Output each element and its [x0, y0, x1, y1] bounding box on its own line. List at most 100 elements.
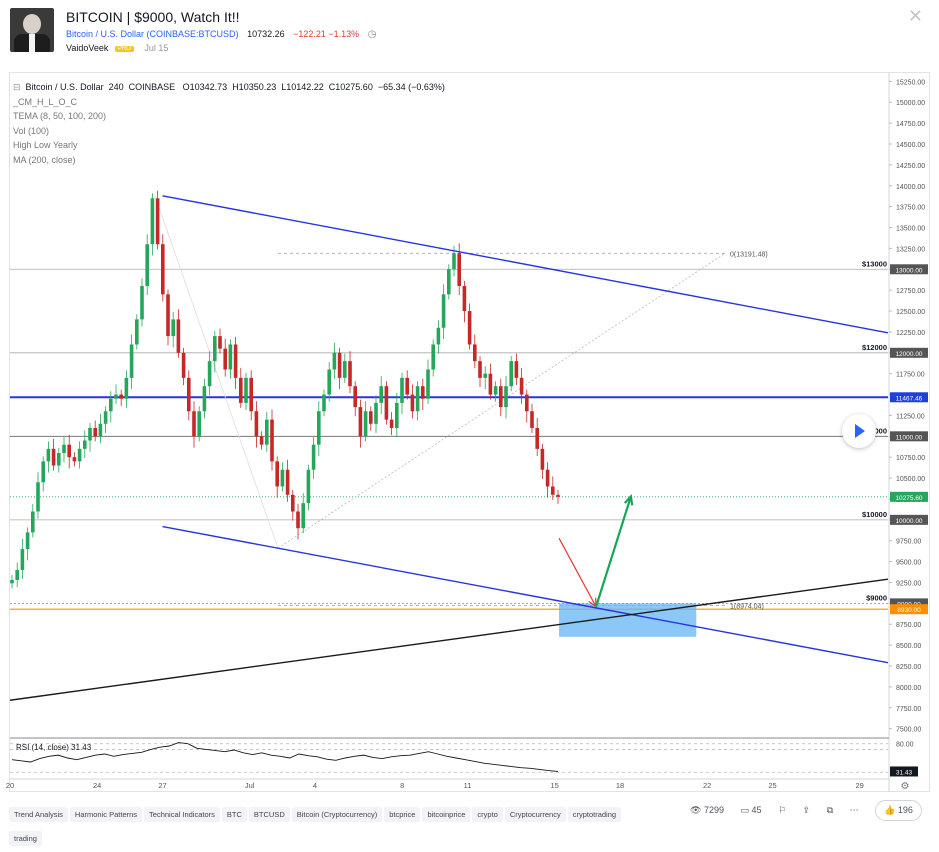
author-name[interactable]: VaidoVeek [66, 43, 109, 53]
tag[interactable]: Cryptocurrency [504, 807, 566, 822]
candle-body [57, 453, 61, 466]
candle-body [176, 319, 181, 353]
indicator-3[interactable]: High Low Yearly [13, 140, 78, 150]
candle-body [36, 482, 40, 512]
indicator-1[interactable]: TEMA (8, 50, 100, 200) [13, 111, 107, 121]
candle-body [540, 448, 545, 470]
candle-body [124, 377, 129, 399]
tag[interactable]: Bitcoin (Cryptocurrency) [291, 807, 383, 822]
candle-body [10, 579, 14, 584]
tag[interactable]: Harmonic Patterns [69, 807, 143, 822]
candle-body [374, 402, 378, 424]
eye-icon: 👁 [690, 805, 702, 815]
tag[interactable]: BTCUSD [248, 807, 290, 822]
comments-counter[interactable]: ▭ 45 [741, 805, 762, 816]
tag[interactable]: btcprice [384, 807, 421, 822]
candle-body [535, 427, 539, 449]
candle-body [114, 394, 118, 399]
candles-layer [10, 190, 560, 589]
candle-body [239, 377, 243, 403]
indicator-0[interactable]: _CM_H_L_O_C [13, 96, 78, 107]
share-icon[interactable]: ⇪ [802, 805, 811, 815]
play-button[interactable] [842, 414, 876, 448]
candle-body [431, 344, 435, 370]
legend-interval: 240 [108, 82, 124, 92]
candle-body [280, 469, 285, 487]
chart-frame[interactable] [9, 72, 930, 792]
candle-body [499, 386, 503, 408]
legend-exchange: COINBASE [128, 82, 176, 92]
price-badge [890, 431, 928, 442]
price-badge-label: 10275.60 [895, 495, 922, 502]
candle-body [441, 294, 446, 328]
tag[interactable]: cryptotrading [567, 807, 622, 822]
price-badge-label: 12000.00 [895, 351, 922, 358]
embed-icon[interactable]: ⧉ [826, 805, 834, 815]
tag[interactable]: Technical Indicators [144, 807, 220, 822]
tag[interactable]: Trend Analysis [9, 807, 68, 822]
tag[interactable]: crypto [472, 807, 503, 822]
y-tick-label: 14500.00 [896, 142, 925, 149]
candle-body [467, 311, 472, 345]
candle-body [317, 411, 321, 445]
down-arrow [558, 537, 597, 607]
author-avatar[interactable] [10, 8, 54, 52]
y-tick-label: 12250.00 [896, 330, 925, 337]
candle-body [410, 394, 415, 412]
indicator-2[interactable]: Vol (100) [13, 125, 50, 136]
legend-high: H10350.23 [232, 82, 277, 92]
candle-body [207, 361, 212, 387]
candle-body [436, 327, 441, 345]
candle-body [103, 411, 108, 424]
like-button[interactable]: 👍 196 [875, 800, 922, 821]
candle-body [259, 436, 264, 445]
more-icon[interactable]: ⋯ [849, 805, 859, 815]
candle-body [519, 377, 524, 395]
candle-body [343, 361, 347, 378]
candle-body [166, 294, 170, 337]
indicator-4[interactable]: MA (200, close) [13, 154, 76, 165]
bookmark-icon[interactable]: ⚐ [778, 805, 787, 815]
price-badge [890, 264, 928, 275]
y-tick-label: 14750.00 [896, 121, 925, 128]
price-badge [890, 392, 928, 403]
up-arrow [595, 496, 632, 608]
candle-body [109, 398, 113, 412]
tag[interactable]: bitcoinprice [422, 807, 471, 822]
candle-body [556, 494, 560, 497]
candle-body [202, 386, 207, 412]
rsi-value-badge [890, 766, 918, 777]
candle-body [462, 285, 467, 312]
symbol-link[interactable]: Bitcoin / U.S. Dollar (COINBASE:BTCUSD) [66, 29, 239, 39]
views-counter[interactable]: 👁 7299 [690, 805, 724, 816]
collapse-icon[interactable]: ⊟ [13, 82, 21, 92]
y-tick-label: 14000.00 [896, 184, 925, 191]
publish-date: Jul 15 [144, 43, 169, 53]
candle-body [20, 549, 25, 570]
views-count: 7299 [703, 805, 724, 815]
price-axis: 15250.00 15000.00 14750.00 14500.00 14250.00… [888, 73, 928, 792]
x-tick-label: 18 [616, 781, 624, 790]
y-tick-label: 7500.00 [896, 727, 921, 734]
candle-body [244, 377, 248, 403]
x-tick-label: 24 [93, 781, 101, 790]
candle-body [457, 253, 461, 286]
legend-main: ⊟ Bitcoin / U.S. Dollar 240 COINBASE O10342… [13, 80, 450, 95]
tag[interactable]: BTC [221, 807, 247, 822]
candle-body [405, 377, 409, 395]
candle-body [25, 532, 30, 550]
y-tick-label: 15250.00 [896, 79, 925, 86]
tag-list: Trend Analysis Harmonic Patterns Technical… [9, 804, 649, 852]
candle-body [493, 386, 498, 395]
legend-open: O10342.73 [182, 82, 228, 92]
settings-gear-icon: ⚙ [901, 781, 910, 792]
close-icon[interactable]: ✕ [907, 6, 923, 26]
candle-body [93, 427, 97, 437]
tag[interactable]: trading [9, 831, 42, 846]
level-price-label: $10000 [862, 510, 887, 519]
candle-body [270, 419, 274, 462]
long-support-trendline [9, 578, 889, 701]
symbol-price: 10732.26 [247, 29, 285, 39]
x-tick-label: 11 [464, 781, 472, 790]
